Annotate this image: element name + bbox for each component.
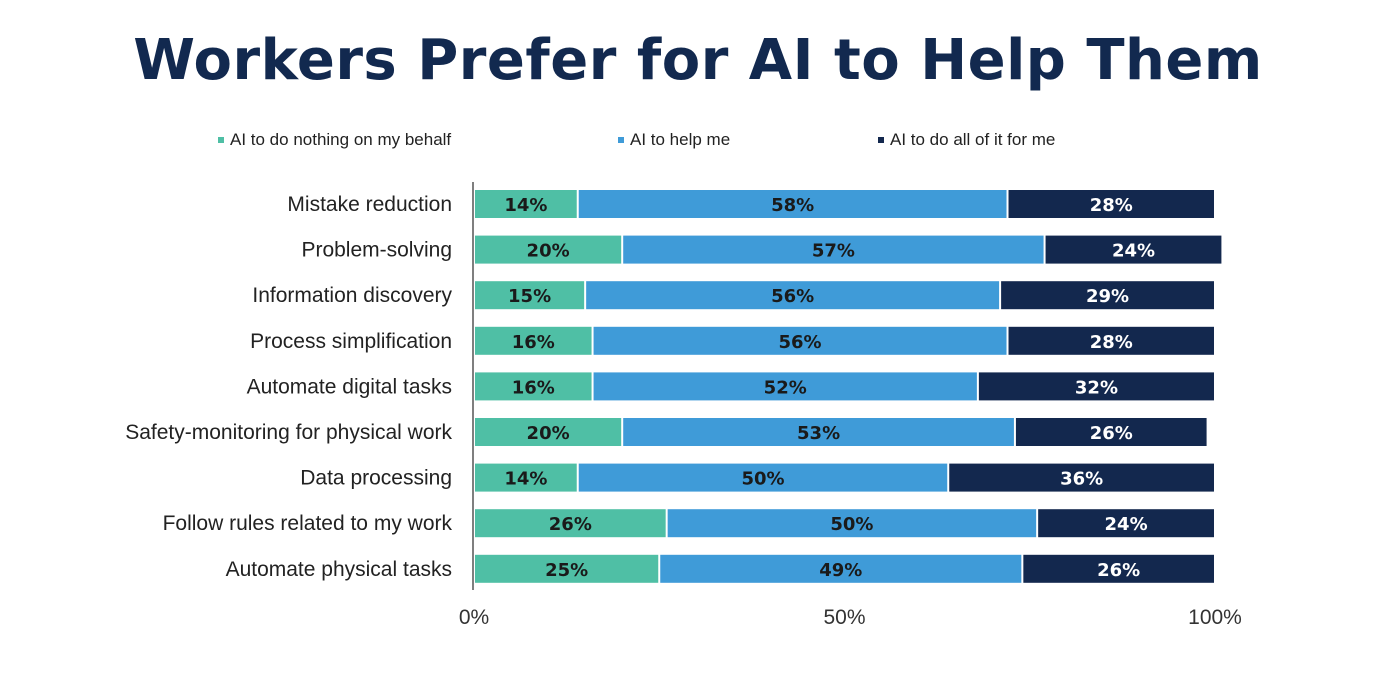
bar-segment xyxy=(1038,509,1214,538)
data-label: 26% xyxy=(549,514,592,535)
bar-segment xyxy=(949,463,1214,492)
x-tick-label: 100% xyxy=(1188,606,1242,629)
legend-label: AI to do all of it for me xyxy=(890,130,1056,149)
legend-swatch xyxy=(218,137,224,143)
bar-segment xyxy=(1008,190,1214,218)
category-label: Process simplification xyxy=(250,330,452,353)
data-label: 32% xyxy=(1075,377,1118,398)
category-label: Safety-monitoring for physical work xyxy=(125,421,452,444)
legend-label: AI to do nothing on my behalf xyxy=(230,130,452,149)
category-label: Information discovery xyxy=(252,284,452,307)
bar-segment xyxy=(475,281,585,310)
data-label: 24% xyxy=(1105,514,1148,535)
chart-title: Workers Prefer for AI to Help Them xyxy=(133,28,1263,93)
data-label: 26% xyxy=(1097,560,1140,581)
data-label: 15% xyxy=(508,286,551,307)
legend-item: AI to do nothing on my behalf xyxy=(218,130,451,150)
bar-segment xyxy=(1008,326,1214,355)
bar-segment xyxy=(623,418,1014,446)
bar-segment xyxy=(1023,554,1214,583)
legend-swatch xyxy=(878,137,884,143)
data-label: 20% xyxy=(527,241,570,262)
bar-segment xyxy=(623,235,1044,264)
legend-label: AI to help me xyxy=(630,130,731,149)
data-label: 16% xyxy=(512,377,555,398)
bar-segment xyxy=(593,326,1007,355)
data-label: 50% xyxy=(741,469,784,490)
category-label: Mistake reduction xyxy=(287,193,452,216)
data-label: 25% xyxy=(545,560,588,581)
bar-segment xyxy=(667,509,1037,538)
category-label: Problem-solving xyxy=(301,239,452,262)
x-tick-label: 0% xyxy=(459,606,489,629)
x-tick-label: 50% xyxy=(823,606,865,629)
data-label: 16% xyxy=(512,332,555,353)
data-label: 56% xyxy=(771,286,814,307)
category-label: Follow rules related to my work xyxy=(163,512,453,535)
category-label: Automate physical tasks xyxy=(226,558,452,581)
data-label: 14% xyxy=(504,469,547,490)
data-label: 24% xyxy=(1112,241,1155,262)
data-label: 49% xyxy=(819,560,862,581)
bar-segment xyxy=(586,281,1000,310)
data-label: 26% xyxy=(1090,423,1133,444)
legend-swatch xyxy=(618,137,624,143)
bar-segment xyxy=(475,509,666,538)
data-label: 28% xyxy=(1090,332,1133,353)
bar-segment xyxy=(578,463,948,492)
category-label: Automate digital tasks xyxy=(247,375,452,398)
bar-segment xyxy=(475,418,622,446)
bar-segment xyxy=(475,372,592,401)
bar-segment xyxy=(475,235,622,264)
data-label: 36% xyxy=(1060,469,1103,490)
legend-item: AI to help me xyxy=(618,130,730,150)
bar-segment xyxy=(475,190,577,218)
data-label: 20% xyxy=(527,423,570,444)
data-label: 57% xyxy=(812,241,855,262)
bar-segment xyxy=(1001,281,1214,310)
bar-segment xyxy=(475,326,592,355)
legend-item: AI to do all of it for me xyxy=(878,130,1055,150)
bar-segment xyxy=(1015,418,1207,446)
data-label: 14% xyxy=(504,195,547,216)
data-label: 53% xyxy=(797,423,840,444)
data-label: 56% xyxy=(778,332,821,353)
data-label: 50% xyxy=(830,514,873,535)
bar-segment xyxy=(1045,235,1222,264)
data-label: 29% xyxy=(1086,286,1129,307)
bar-segment xyxy=(475,554,659,583)
category-label: Data processing xyxy=(300,467,452,490)
data-label: 58% xyxy=(771,195,814,216)
bar-segment xyxy=(660,554,1022,583)
bar-segment xyxy=(593,372,977,401)
bar-segment xyxy=(978,372,1214,401)
legend: AI to do nothing on my behalf AI to help … xyxy=(0,130,1396,152)
bar-segment xyxy=(475,463,577,492)
data-label: 52% xyxy=(764,377,807,398)
bar-segment xyxy=(578,190,1007,218)
data-label: 28% xyxy=(1090,195,1133,216)
